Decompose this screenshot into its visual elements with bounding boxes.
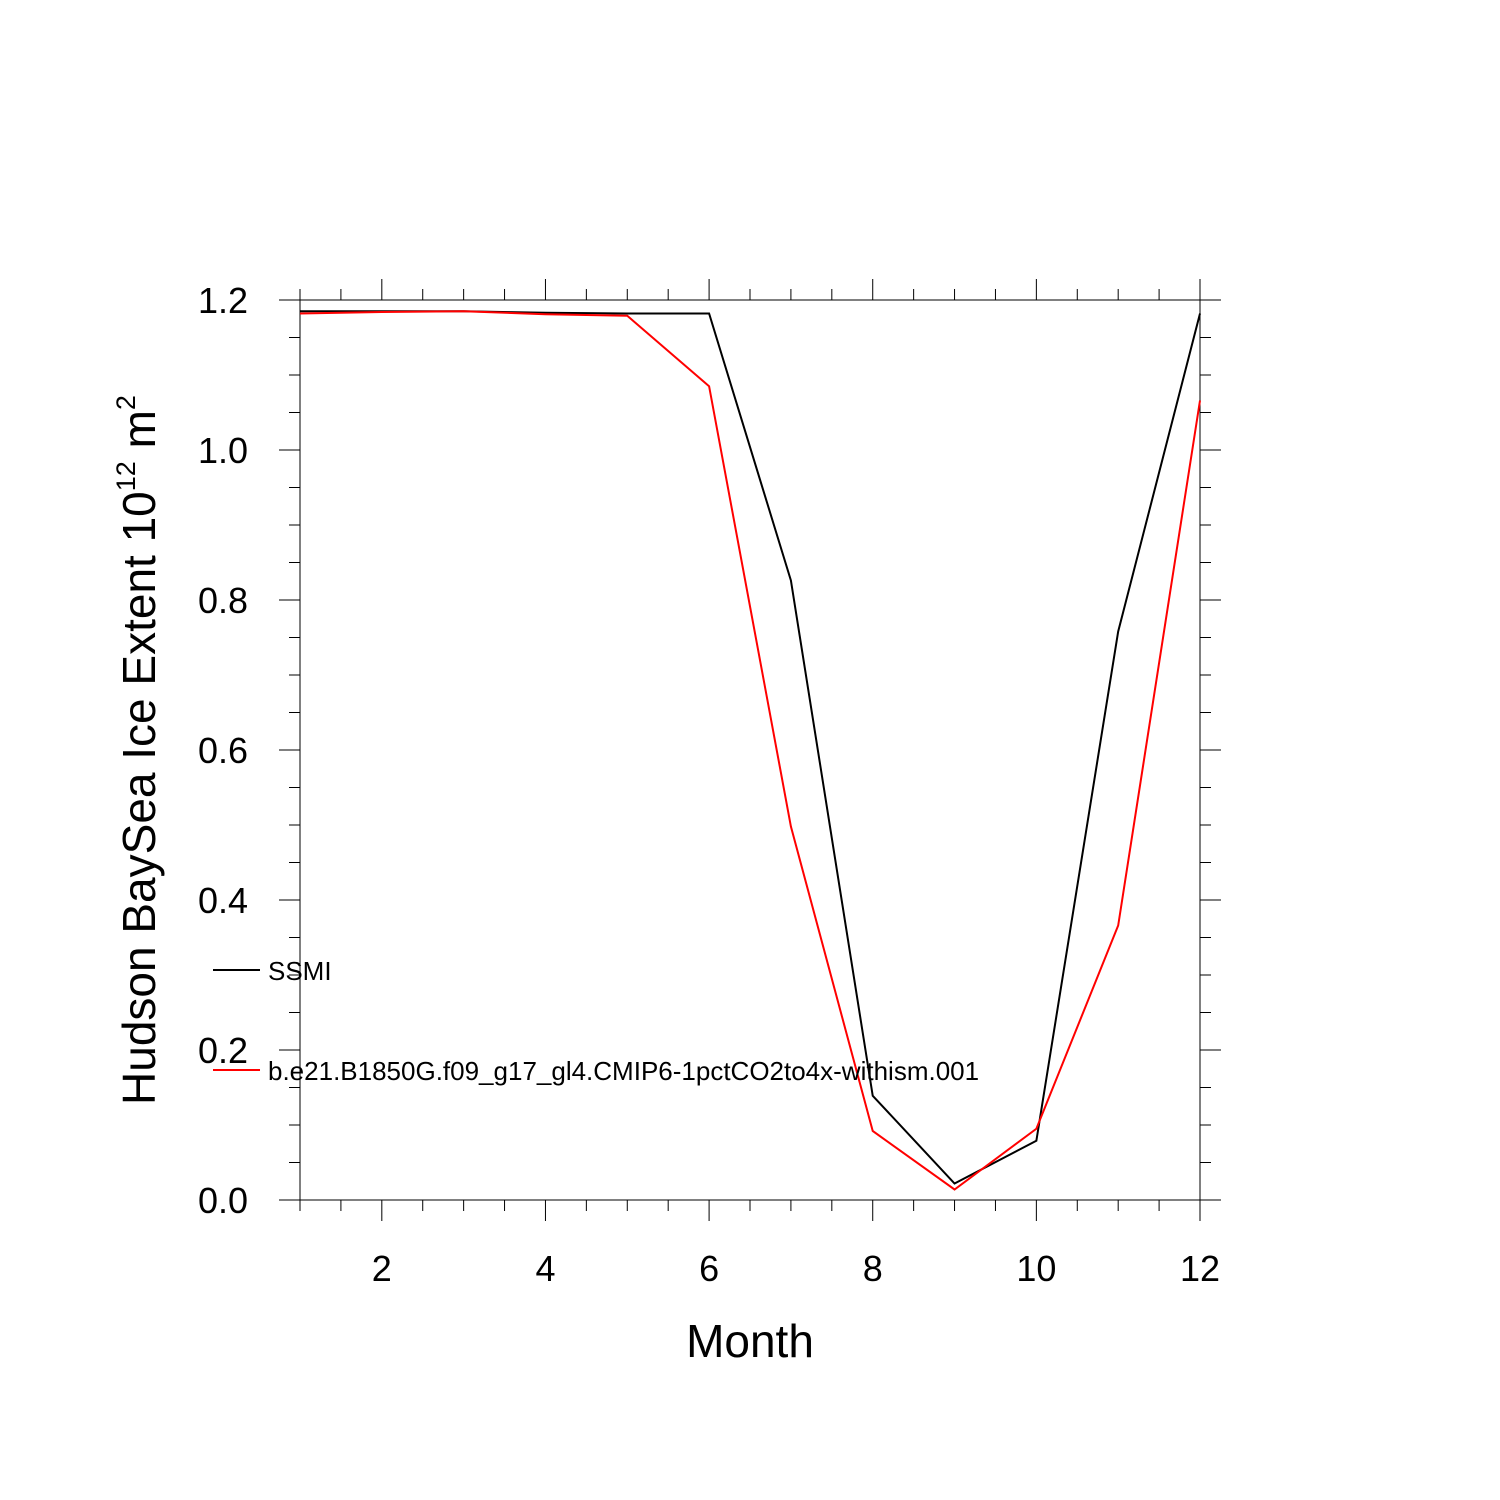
x-axis-label: Month (686, 1315, 814, 1367)
y-tick-label: 0.0 (198, 1180, 248, 1221)
x-tick-label: 10 (1016, 1248, 1056, 1289)
x-tick-label: 6 (699, 1248, 719, 1289)
x-tick-label: 4 (535, 1248, 555, 1289)
x-tick-label: 8 (863, 1248, 883, 1289)
y-tick-label: 0.6 (198, 730, 248, 771)
y-tick-label: 1.0 (198, 430, 248, 471)
legend-label-ssmi: SSMI (268, 956, 332, 986)
x-tick-label: 2 (372, 1248, 392, 1289)
axis-ticks (279, 279, 1221, 1221)
axis-tick-labels: 2 4 6 8 10 12 0.0 0.2 0.4 0.6 0.8 1.0 1.2 (198, 280, 1220, 1289)
series-line-ssmi (300, 310, 1201, 1185)
series-lines (299, 310, 1201, 1191)
y-axis-label: Hudson BaySea Ice Extent 1012 m2 (111, 395, 165, 1105)
series-line-model (299, 310, 1201, 1191)
y-axis-label-unit: m (113, 410, 165, 461)
legend: SSMI b.e21.B1850G.f09_g17_gl4.CMIP6-1pct… (213, 956, 979, 1086)
y-axis-label-unit-exponent: 2 (111, 395, 141, 410)
y-tick-label: 1.2 (198, 280, 248, 321)
y-axis-label-main: Hudson BaySea Ice Extent 10 (113, 491, 165, 1105)
y-tick-label: 0.8 (198, 580, 248, 621)
legend-label-model: b.e21.B1850G.f09_g17_gl4.CMIP6-1pctCO2to… (268, 1056, 979, 1086)
y-axis-label-exponent: 12 (111, 461, 141, 491)
y-tick-label: 0.4 (198, 880, 248, 921)
x-tick-label: 12 (1180, 1248, 1220, 1289)
y-tick-label: 0.2 (198, 1030, 248, 1071)
